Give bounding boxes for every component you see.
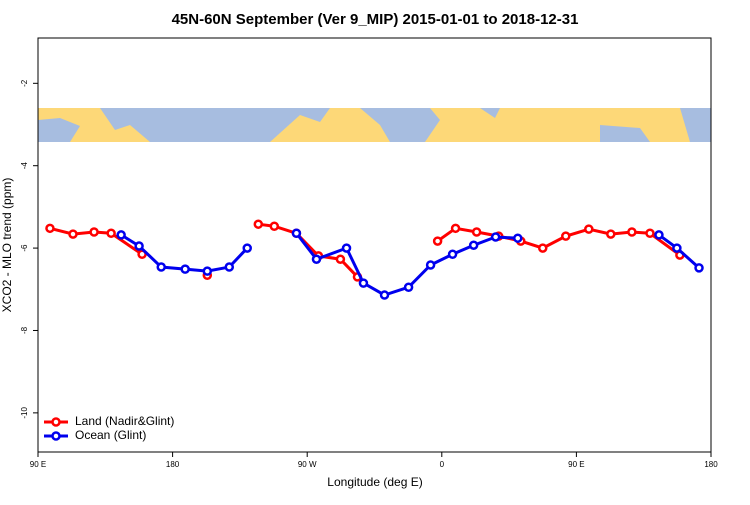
data-point <box>513 233 523 243</box>
plot-frame <box>37 37 712 453</box>
map-water <box>600 125 650 142</box>
data-point <box>68 229 78 239</box>
data-point <box>561 231 571 241</box>
data-point <box>425 260 436 270</box>
data-point <box>468 240 479 250</box>
data-point <box>645 228 655 239</box>
data-point <box>538 243 548 253</box>
map-water <box>480 108 500 118</box>
data-point <box>291 228 302 239</box>
map-water <box>38 118 80 142</box>
data-point <box>471 227 482 237</box>
data-point <box>432 236 443 246</box>
data-point <box>180 264 190 274</box>
data-point <box>242 243 252 253</box>
data-point <box>606 229 616 239</box>
map-water <box>100 108 330 142</box>
map-water <box>680 108 711 142</box>
data-point <box>694 263 704 273</box>
y-tick-label: -6 <box>20 244 29 252</box>
legend-label: Ocean (Glint) <box>75 428 146 442</box>
data-point <box>106 228 116 239</box>
legend: Land (Nadir&Glint)Ocean (Glint) <box>44 414 174 442</box>
data-point <box>672 243 682 253</box>
data-point <box>89 227 99 237</box>
x-tick-label: 0 <box>440 460 445 469</box>
data-point <box>490 232 501 242</box>
x-axis-title: Longitude (deg E) <box>327 475 422 489</box>
data-point <box>379 290 390 300</box>
data-point <box>202 266 213 276</box>
data-point <box>450 223 461 234</box>
data-point <box>311 254 322 264</box>
y-tick-label: -2 <box>20 79 29 87</box>
data-point <box>584 224 594 234</box>
y-tick-label: -4 <box>20 162 29 170</box>
y-tick-label: -10 <box>20 407 29 419</box>
chart-title: 45N-60N September (Ver 9_MIP) 2015-01-01… <box>172 11 579 28</box>
data-point <box>45 223 55 234</box>
data-point <box>253 219 264 229</box>
data-point <box>116 230 126 240</box>
legend-swatch-marker <box>51 417 61 427</box>
data-point <box>269 221 280 232</box>
data-point <box>134 241 144 251</box>
map-water <box>360 108 440 142</box>
data-point <box>224 262 235 272</box>
data-point <box>447 249 458 260</box>
x-tick-label: 90 W <box>298 460 317 469</box>
data-point <box>358 278 369 288</box>
x-tick-label: 90 E <box>568 460 584 469</box>
y-axis-title: XCO2 - MLO trend (ppm) <box>0 178 14 313</box>
legend-swatch-marker <box>51 431 61 441</box>
x-tick-label: 180 <box>704 460 718 469</box>
data-point <box>654 230 664 240</box>
y-tick-label: -8 <box>20 326 29 334</box>
data-point <box>403 282 414 292</box>
legend-label: Land (Nadir&Glint) <box>75 414 174 428</box>
data-point <box>627 227 637 237</box>
data-point <box>156 262 166 272</box>
data-point <box>341 243 352 253</box>
x-tick-label: 90 E <box>30 460 46 469</box>
x-tick-label: 180 <box>166 460 180 469</box>
data-point <box>335 254 346 264</box>
map-band <box>38 108 711 142</box>
